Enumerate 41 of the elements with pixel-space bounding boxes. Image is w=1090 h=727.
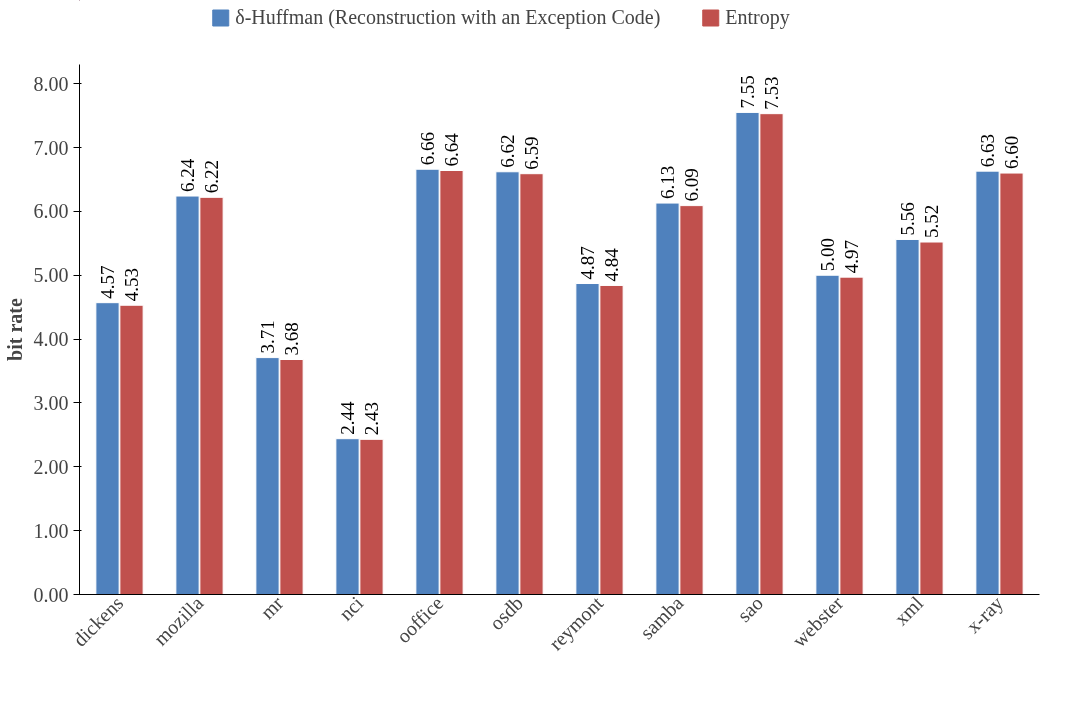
data-label: 4.97 <box>841 239 862 274</box>
data-label: 5.52 <box>921 204 942 239</box>
y-tick-label: 2.00 <box>33 455 69 478</box>
data-label: 6.64 <box>441 132 462 167</box>
x-tick-label: osdb <box>485 591 528 634</box>
x-tick-label: sao <box>732 591 768 627</box>
x-tick-label: xml <box>889 591 928 630</box>
data-label: 6.59 <box>521 136 542 170</box>
y-tick-label: 1.00 <box>33 519 69 542</box>
legend-label: Entropy <box>725 5 790 29</box>
legend-label: δ-Huffman (Reconstruction with an Exception Code) <box>235 5 661 29</box>
data-label: 6.13 <box>657 165 678 200</box>
x-tick-label: nci <box>334 591 368 625</box>
y-tick-label: 4.00 <box>33 328 69 351</box>
data-label: 6.62 <box>497 134 518 168</box>
data-label: 7.55 <box>737 75 758 109</box>
x-tick-label: mr <box>256 591 288 623</box>
data-label: 3.68 <box>281 322 302 356</box>
data-label: 4.53 <box>121 267 142 302</box>
data-label: 2.44 <box>337 400 358 435</box>
data-label: 6.22 <box>201 160 222 194</box>
data-label: 2.43 <box>361 402 382 436</box>
data-label: 6.24 <box>177 158 198 193</box>
data-label: 6.66 <box>417 131 438 166</box>
data-label: 6.63 <box>977 133 998 168</box>
data-label: 5.00 <box>817 237 838 272</box>
data-label: 6.60 <box>1001 135 1022 170</box>
data-label: 4.87 <box>577 246 598 280</box>
y-tick-label: 3.00 <box>33 391 69 414</box>
data-label: 3.71 <box>257 320 278 354</box>
y-axis-title: bit rate <box>3 298 26 361</box>
y-tick-label: 5.00 <box>33 264 69 287</box>
data-label: 6.09 <box>681 168 702 202</box>
y-tick-label: 8.00 <box>33 72 69 95</box>
data-label: 7.53 <box>761 76 782 110</box>
y-tick-label: 7.00 <box>33 136 69 159</box>
y-tick-label: 0.00 <box>33 583 69 606</box>
data-label: 4.57 <box>97 265 118 299</box>
y-tick-label: 6.00 <box>33 200 69 223</box>
data-label: 5.56 <box>897 202 918 236</box>
data-label: 4.84 <box>601 247 622 282</box>
